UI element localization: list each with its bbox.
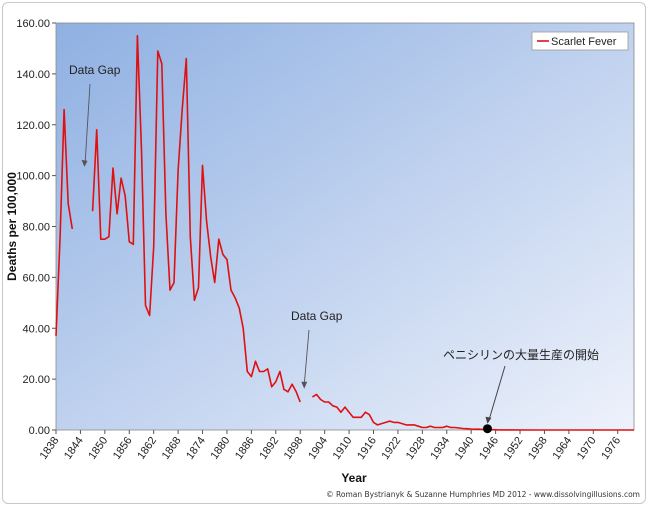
series-layer xyxy=(55,34,634,431)
y-tick-label: 140.00 xyxy=(16,69,50,81)
x-tick-label: 1958 xyxy=(526,435,550,462)
penicillin-arrowhead xyxy=(485,416,492,424)
data-gap-arrow xyxy=(303,329,310,385)
credit-text: © Roman Bystrianyk & Suzanne Humphries M… xyxy=(326,490,640,499)
x-tick-label: 1970 xyxy=(575,435,599,462)
penicillin-arrow xyxy=(487,365,506,422)
y-tick-label: 40.00 xyxy=(22,323,50,335)
legend-box xyxy=(531,31,629,51)
x-tick-label: 1928 xyxy=(404,435,428,462)
data-gap-label: Data Gap xyxy=(291,309,343,323)
data-gap-label: Data Gap xyxy=(69,63,121,77)
legend-entry: Scarlet Fever xyxy=(551,36,617,48)
x-tick-label: 1934 xyxy=(428,435,452,462)
data-gap-arrowhead xyxy=(81,159,88,167)
y-tick-label: 20.00 xyxy=(22,374,50,386)
annotations: Data Gap Data Gap ペニシリンの大量生産の開始 xyxy=(69,63,599,434)
y-axis-title: Deaths per 100,000 xyxy=(5,172,19,281)
y-tick-label: 100.00 xyxy=(16,171,50,183)
x-tick-label: 1862 xyxy=(135,435,159,462)
series-line-scarlet-fever xyxy=(55,108,74,336)
penicillin-label: ペニシリンの大量生産の開始 xyxy=(443,347,599,362)
x-tick-label: 1892 xyxy=(257,435,281,462)
penicillin-marker xyxy=(482,424,492,434)
data-gap-arrowhead xyxy=(301,381,308,389)
x-tick-label: 1916 xyxy=(355,435,379,462)
x-tick-label: 1904 xyxy=(306,435,330,462)
x-axis-title: Year xyxy=(341,471,367,485)
x-tick-label: 1886 xyxy=(233,435,257,462)
x-tick-label: 1868 xyxy=(160,435,184,462)
plot-area xyxy=(55,22,635,431)
series-line-scarlet-fever xyxy=(311,393,634,431)
x-tick-label: 1940 xyxy=(453,435,477,462)
x-tick-label: 1952 xyxy=(502,435,526,462)
x-tick-label: 1976 xyxy=(599,435,623,462)
y-tick-label: 120.00 xyxy=(16,120,50,132)
x-tick-label: 1946 xyxy=(477,435,501,462)
legend: Scarlet Fever xyxy=(531,31,629,51)
series-line-scarlet-fever xyxy=(91,34,301,403)
y-tick-label: 80.00 xyxy=(22,222,50,234)
y-tick-label: 60.00 xyxy=(22,272,50,284)
x-tick-label: 1874 xyxy=(184,435,208,462)
data-gap-arrow xyxy=(84,83,91,165)
x-tick-label: 1844 xyxy=(62,435,86,462)
x-tick-label: 1880 xyxy=(209,435,233,462)
x-tick-label: 1964 xyxy=(550,435,574,462)
x-tick-label: 1856 xyxy=(111,435,135,462)
x-tick-label: 1838 xyxy=(38,435,62,462)
y-tick-label: 160.00 xyxy=(16,18,50,30)
x-tick-label: 1850 xyxy=(86,435,110,462)
x-tick-label: 1910 xyxy=(331,435,355,462)
x-tick-label: 1898 xyxy=(282,435,306,462)
y-tick-label: 0.00 xyxy=(29,425,50,437)
x-tick-label: 1922 xyxy=(379,435,403,462)
